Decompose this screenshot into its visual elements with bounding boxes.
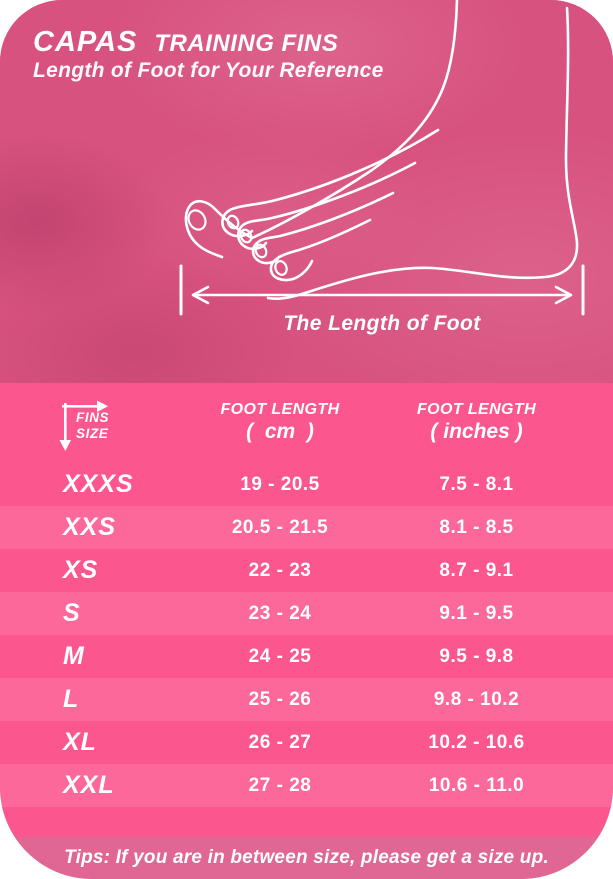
table-row: XL 26 - 27 10.2 - 10.6 bbox=[0, 721, 613, 764]
table-header-row: FINS SIZE FOOT LENGTH ( cm ) FOOT LENGTH… bbox=[0, 395, 613, 463]
foot-toe-5 bbox=[269, 218, 372, 282]
inches-value: 9.5 - 9.8 bbox=[439, 645, 514, 667]
size-label: XS bbox=[63, 556, 99, 584]
footer-tip: Tips: If you are in between size, please… bbox=[0, 837, 613, 879]
toenail-2 bbox=[226, 214, 240, 230]
foot-big-toe bbox=[184, 200, 254, 259]
toenail-4 bbox=[254, 243, 268, 259]
size-label: L bbox=[63, 685, 80, 713]
table-row: XXXS 19 - 20.5 7.5 - 8.1 bbox=[0, 463, 613, 506]
inches-value: 8.1 - 8.5 bbox=[439, 516, 514, 538]
table-row: XS 22 - 23 8.7 - 9.1 bbox=[0, 549, 613, 592]
toenail-5 bbox=[274, 260, 288, 276]
cm-value: 27 - 28 bbox=[248, 774, 312, 796]
fins-size-line2: SIZE bbox=[76, 426, 109, 441]
cm-value: 26 - 27 bbox=[248, 731, 312, 753]
cm-value: 20.5 - 21.5 bbox=[231, 516, 329, 538]
inches-header-line2: ( inches ) bbox=[430, 420, 523, 444]
inches-value: 8.7 - 9.1 bbox=[439, 559, 514, 581]
foot-toe-3 bbox=[236, 161, 417, 251]
measure-arrowhead-right bbox=[554, 285, 573, 305]
table-row: XXS 20.5 - 21.5 8.1 - 8.5 bbox=[0, 506, 613, 549]
toenail-1 bbox=[187, 209, 207, 231]
table-row: M 24 - 25 9.5 - 9.8 bbox=[0, 635, 613, 678]
foot-toe-2 bbox=[221, 128, 440, 238]
size-label: M bbox=[63, 642, 85, 670]
inches-value: 10.6 - 11.0 bbox=[428, 774, 525, 796]
cm-value: 24 - 25 bbox=[248, 645, 312, 667]
fins-size-arrows-icon bbox=[59, 400, 108, 451]
column-header-cm: FOOT LENGTH ( cm ) bbox=[180, 401, 380, 445]
table-rows: XXXS 19 - 20.5 7.5 - 8.1 XXS 20.5 - 21.5… bbox=[0, 463, 613, 807]
inches-value: 9.1 - 9.5 bbox=[439, 602, 514, 624]
table-row: XXL 27 - 28 10.6 - 11.0 bbox=[0, 764, 613, 807]
cm-header-line2: ( cm ) bbox=[246, 420, 314, 444]
table-row: L 25 - 26 9.8 - 10.2 bbox=[0, 678, 613, 721]
inches-value: 7.5 - 8.1 bbox=[439, 473, 514, 495]
measurement-arrow bbox=[179, 264, 585, 316]
cm-value: 19 - 20.5 bbox=[240, 473, 320, 495]
cm-value: 22 - 23 bbox=[248, 559, 312, 581]
cm-value: 25 - 26 bbox=[248, 688, 312, 710]
measure-label: The Length of Foot bbox=[283, 312, 481, 335]
size-label: XXXS bbox=[63, 470, 134, 498]
inches-header-line1: FOOT LENGTH bbox=[416, 401, 537, 418]
brand-row: CAPAS TRAINING FINS bbox=[33, 26, 338, 59]
toenail-3 bbox=[239, 228, 253, 244]
foot-toe-4 bbox=[251, 191, 395, 265]
column-header-inches: FOOT LENGTH ( inches ) bbox=[380, 401, 573, 445]
fins-size-line1: FINS bbox=[76, 410, 110, 425]
brand-logo: CAPAS bbox=[33, 26, 138, 58]
product-name: TRAINING FINS bbox=[154, 30, 339, 57]
cm-value: 23 - 24 bbox=[248, 602, 312, 624]
size-label: XL bbox=[63, 728, 97, 756]
foot-illustration bbox=[179, 0, 585, 316]
foot-front-line bbox=[250, 0, 459, 240]
inches-value: 9.8 - 10.2 bbox=[433, 688, 520, 710]
inches-value: 10.2 - 10.6 bbox=[428, 731, 525, 753]
size-label: XXS bbox=[63, 513, 117, 541]
hero-subtitle: Length of Foot for Your Reference bbox=[33, 59, 384, 82]
hero-section: CAPAS TRAINING FINS Length of Foot for Y… bbox=[0, 0, 613, 383]
foot-back-line bbox=[266, 6, 579, 301]
size-label: XXL bbox=[63, 771, 115, 799]
cm-header-line1: FOOT LENGTH bbox=[220, 401, 340, 418]
size-label: S bbox=[63, 599, 81, 627]
measure-arrowhead-left bbox=[191, 285, 210, 305]
fins-size-header: FINS SIZE bbox=[58, 399, 118, 453]
table-row: S 23 - 24 9.1 - 9.5 bbox=[0, 592, 613, 635]
size-table: FINS SIZE FOOT LENGTH ( cm ) FOOT LENGTH… bbox=[0, 383, 613, 837]
